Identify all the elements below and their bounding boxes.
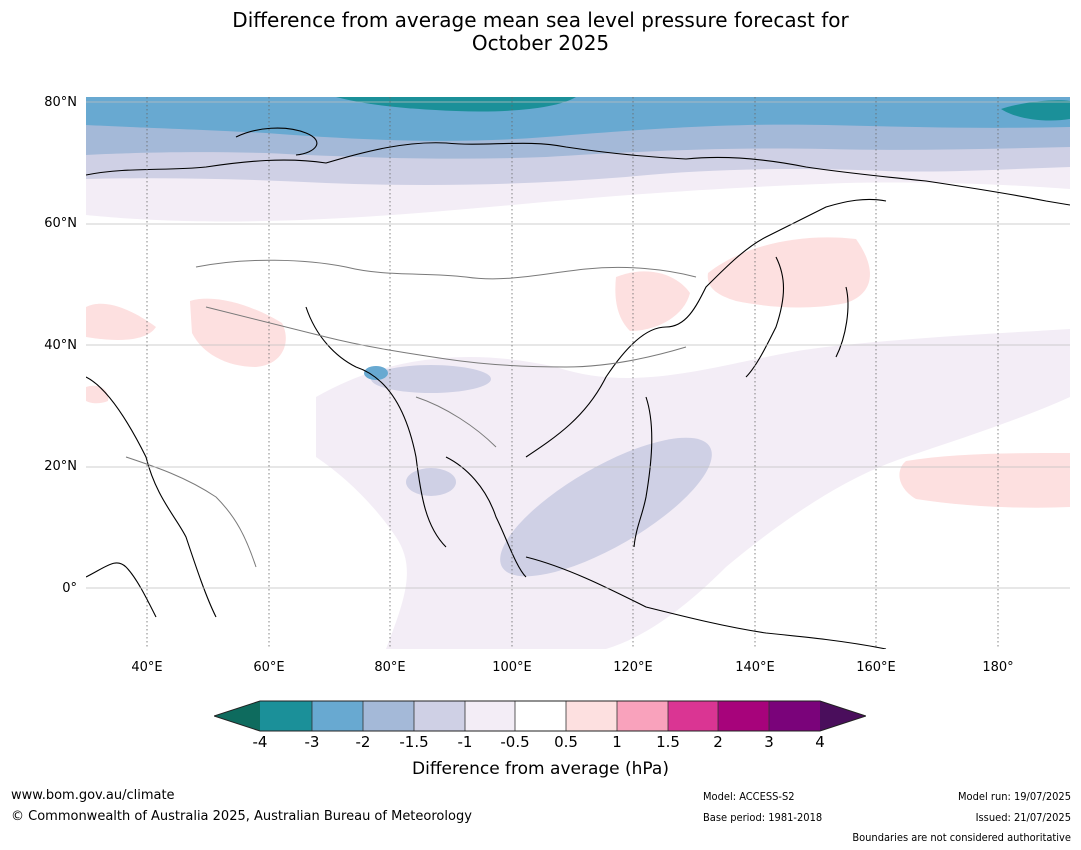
anomaly-minus-2-karakoram xyxy=(364,366,388,380)
lat-label-40n: 40°N xyxy=(44,338,77,353)
colorbar-swatch-6 xyxy=(515,701,566,731)
lon-label-160e: 160°E xyxy=(856,660,896,675)
anomaly-plus-0-5-pacific xyxy=(899,453,1070,508)
colorbar-title: Difference from average (hPa) xyxy=(412,759,669,779)
footer-url[interactable]: www.bom.gov.au/climate xyxy=(11,788,175,803)
colorbar-swatch-5 xyxy=(465,701,515,731)
lat-label-20n: 20°N xyxy=(44,459,77,474)
footer-disclaimer: Boundaries are not considered authoritat… xyxy=(852,831,1071,844)
chart-title: Difference from average mean sea level p… xyxy=(0,9,1081,55)
colorbar-under-arrow xyxy=(214,701,260,731)
colorbar-tick-label: 1.5 xyxy=(656,733,680,751)
colorbar-swatch-9 xyxy=(668,701,718,731)
colorbar-swatch-2 xyxy=(312,701,363,731)
anomaly-minus-1-philippine-sea xyxy=(500,437,712,577)
colorbar-swatch-7 xyxy=(566,701,617,731)
colorbar-tick-label: 1 xyxy=(612,733,622,751)
lon-label-140e: 140°E xyxy=(735,660,775,675)
anomaly-band-minus-3 xyxy=(86,97,1070,141)
graticule xyxy=(86,97,1070,649)
title-line-1: Difference from average mean sea level p… xyxy=(232,8,849,32)
colorbar xyxy=(214,700,866,732)
anomaly-band-minus-4-east xyxy=(1001,100,1070,121)
title-line-2: October 2025 xyxy=(471,31,610,55)
country-borders xyxy=(125,259,697,568)
anomaly-minus-1-bay-of-bengal xyxy=(406,468,456,496)
footer-copyright: © Commonwealth of Australia 2025, Austra… xyxy=(11,809,472,824)
colorbar-swatch-10 xyxy=(718,701,769,731)
colorbar-swatch-11 xyxy=(769,701,820,731)
anomaly-minus-1-himalaya xyxy=(371,365,491,393)
coastlines xyxy=(86,127,1070,649)
colorbar-tick-label: 0.5 xyxy=(554,733,578,751)
lon-label-80e: 80°E xyxy=(374,660,406,675)
anomaly-band-minus-4-west xyxy=(336,97,576,112)
lat-label-0: 0° xyxy=(62,581,77,596)
lat-label-60n: 60°N xyxy=(44,216,77,231)
lon-label-120e: 120°E xyxy=(613,660,653,675)
lon-label-180: 180° xyxy=(982,660,1014,675)
colorbar-swatch-4 xyxy=(414,701,465,731)
anomaly-plus-0-5-black-sea xyxy=(86,303,156,340)
colorbar-tick-label: -2 xyxy=(355,733,371,751)
footer-issued: Issued: 21/07/2025 xyxy=(975,811,1071,824)
colorbar-tick-label: -0.5 xyxy=(500,733,530,751)
lat-label-80n: 80°N xyxy=(44,95,77,110)
colorbar-tick-label: 2 xyxy=(713,733,723,751)
lon-label-40e: 40°E xyxy=(131,660,163,675)
colorbar-swatch-1 xyxy=(260,701,312,731)
colorbar-tick-label: -1.5 xyxy=(399,733,429,751)
colorbar-swatch-8 xyxy=(617,701,668,731)
colorbar-tick-label: 4 xyxy=(815,733,825,751)
footer-model: Model: ACCESS-S2 xyxy=(703,790,795,803)
colorbar-tick-label: -4 xyxy=(252,733,268,751)
anomaly-plus-0-5-central-asia xyxy=(190,298,286,367)
footer-base-period: Base period: 1981-2018 xyxy=(703,811,823,824)
colorbar-tick-label: -3 xyxy=(304,733,320,751)
footer-model-run: Model run: 19/07/2025 xyxy=(958,790,1071,803)
colorbar-tick-label: -1 xyxy=(457,733,473,751)
lon-label-100e: 100°E xyxy=(492,660,532,675)
anomaly-plus-0-5-mongolia xyxy=(615,271,690,331)
lon-label-60e: 60°E xyxy=(253,660,285,675)
anomaly-plus-0-5-okhotsk xyxy=(707,237,870,308)
colorbar-over-arrow xyxy=(820,701,866,731)
colorbar-swatch-3 xyxy=(363,701,414,731)
colorbar-tick-label: 3 xyxy=(764,733,774,751)
map-panel xyxy=(86,97,1070,649)
pressure-anomaly-map xyxy=(86,97,1070,649)
